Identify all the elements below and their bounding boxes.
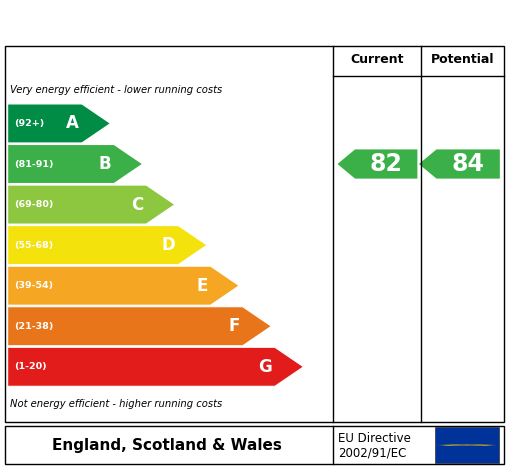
Text: Current: Current (351, 53, 404, 66)
Polygon shape (419, 149, 500, 178)
Text: EU Directive
2002/91/EC: EU Directive 2002/91/EC (338, 432, 411, 460)
Text: Not energy efficient - higher running costs: Not energy efficient - higher running co… (10, 399, 222, 409)
Polygon shape (8, 104, 110, 143)
Polygon shape (337, 149, 417, 178)
Text: (1-20): (1-20) (14, 362, 46, 371)
Text: Potential: Potential (431, 53, 494, 66)
Text: (21-38): (21-38) (14, 322, 53, 331)
Text: F: F (229, 317, 240, 335)
Text: England, Scotland & Wales: England, Scotland & Wales (52, 438, 281, 453)
Polygon shape (8, 144, 143, 184)
Bar (435, 427, 499, 463)
Text: D: D (161, 236, 176, 254)
Text: Very energy efficient - lower running costs: Very energy efficient - lower running co… (10, 85, 222, 95)
Text: G: G (258, 358, 272, 376)
Text: 82: 82 (370, 152, 403, 176)
Polygon shape (8, 307, 271, 346)
Text: B: B (98, 155, 111, 173)
Text: 84: 84 (451, 152, 485, 176)
Text: (81-91): (81-91) (14, 160, 53, 169)
Polygon shape (8, 226, 207, 265)
Polygon shape (8, 185, 175, 224)
Text: C: C (131, 196, 143, 213)
Polygon shape (8, 347, 303, 386)
Text: E: E (196, 276, 208, 295)
Text: A: A (66, 114, 79, 133)
Text: (69-80): (69-80) (14, 200, 53, 209)
Text: (92+): (92+) (14, 119, 44, 128)
Text: (39-54): (39-54) (14, 281, 53, 290)
Text: (55-68): (55-68) (14, 241, 53, 250)
Polygon shape (8, 266, 239, 305)
Text: Energy Efficiency Rating: Energy Efficiency Rating (15, 12, 322, 31)
